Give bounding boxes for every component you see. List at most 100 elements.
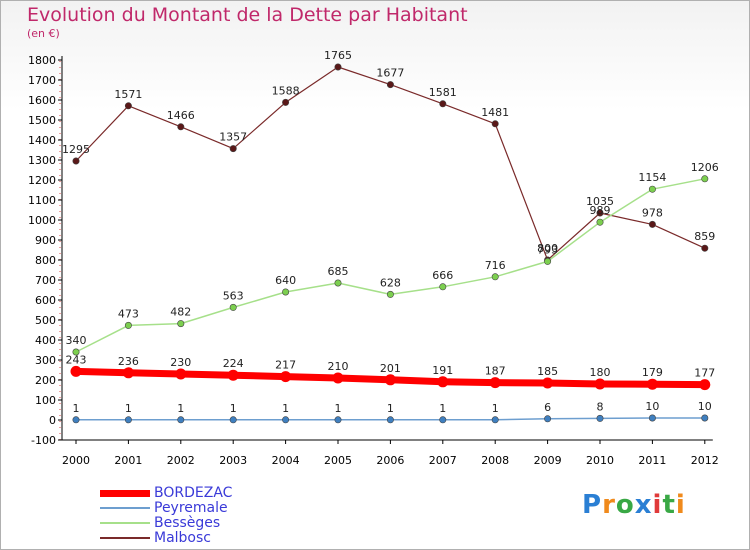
- y-tick-label: 1400: [28, 134, 56, 147]
- data-label: 340: [66, 334, 87, 347]
- logo-letter: x: [634, 490, 653, 520]
- data-label: 1357: [219, 131, 247, 144]
- data-point: [175, 368, 187, 380]
- data-label: 1581: [429, 86, 457, 99]
- data-point: [122, 367, 134, 379]
- data-label: 482: [170, 306, 191, 319]
- y-tick-label: 1200: [28, 174, 56, 187]
- data-label: 1: [230, 402, 237, 415]
- x-tick-label: 2008: [481, 454, 509, 467]
- data-point: [544, 257, 552, 265]
- data-point: [334, 279, 342, 287]
- data-point: [491, 273, 499, 281]
- data-point: [489, 377, 501, 389]
- data-label: 1: [125, 402, 132, 415]
- x-tick-label: 2001: [114, 454, 142, 467]
- data-label: 1295: [62, 143, 90, 156]
- data-point: [439, 100, 447, 108]
- data-label: 185: [537, 365, 558, 378]
- chart-title: Evolution du Montant de la Dette par Hab…: [27, 4, 468, 26]
- legend-item: BORDEZAC: [100, 485, 300, 502]
- legend-label: Peyremale: [154, 500, 228, 516]
- data-label: 1: [335, 402, 342, 415]
- data-label: 1: [177, 402, 184, 415]
- data-label: 1466: [167, 109, 195, 122]
- data-point: [648, 414, 656, 422]
- y-tick-label: -100: [31, 434, 56, 447]
- data-point: [699, 379, 711, 391]
- x-tick-label: 2011: [638, 454, 666, 467]
- y-tick-label: 0: [49, 414, 56, 427]
- data-label: 1: [492, 402, 499, 415]
- data-label: 628: [380, 276, 401, 289]
- y-tick-label: 1300: [28, 154, 56, 167]
- data-point: [542, 377, 554, 389]
- data-point: [439, 416, 447, 424]
- data-label: 10: [698, 400, 712, 413]
- data-point: [177, 320, 185, 328]
- data-label: 191: [432, 364, 453, 377]
- data-point: [646, 378, 658, 390]
- data-point: [229, 303, 237, 311]
- data-label: 1588: [272, 84, 300, 97]
- y-tick-label: 1100: [28, 194, 56, 207]
- data-label: 1765: [324, 49, 352, 62]
- data-label: 187: [485, 365, 506, 378]
- legend-swatch: [100, 489, 150, 497]
- data-label: 8: [597, 400, 604, 413]
- logo-letter: o: [615, 490, 635, 520]
- data-point: [72, 416, 80, 424]
- data-label: 859: [694, 230, 715, 243]
- data-label: 230: [170, 356, 191, 369]
- data-point: [648, 220, 656, 228]
- data-label: 1: [282, 402, 289, 415]
- data-point: [124, 416, 132, 424]
- data-label: 210: [328, 360, 349, 373]
- legend-item: Malbosc: [100, 530, 300, 547]
- data-point: [386, 290, 394, 298]
- data-point: [544, 415, 552, 423]
- logo-letter: P: [582, 490, 603, 520]
- data-label: 180: [590, 366, 611, 379]
- data-label: 236: [118, 355, 139, 368]
- series-line-Malbosc: [75, 66, 706, 261]
- y-tick-label: 900: [35, 234, 56, 247]
- data-point: [124, 321, 132, 329]
- data-point: [491, 120, 499, 128]
- y-tick-label: 1600: [28, 94, 56, 107]
- logo-letter: t: [662, 490, 676, 520]
- data-point: [491, 416, 499, 424]
- data-point: [282, 288, 290, 296]
- data-label: 6: [544, 401, 551, 414]
- data-point: [229, 145, 237, 153]
- data-point: [648, 185, 656, 193]
- data-point: [439, 283, 447, 291]
- data-label: 1154: [638, 171, 666, 184]
- x-tick-label: 2002: [167, 454, 195, 467]
- data-point: [282, 416, 290, 424]
- y-tick-label: 1800: [28, 54, 56, 67]
- data-point: [72, 157, 80, 165]
- logo-letter: i: [652, 490, 663, 520]
- x-tick-label: 2005: [324, 454, 352, 467]
- data-point: [124, 102, 132, 110]
- legend-swatch: [100, 507, 150, 509]
- x-tick-label: 2006: [376, 454, 404, 467]
- data-label: 201: [380, 362, 401, 375]
- data-point: [177, 123, 185, 131]
- data-label: 1: [73, 402, 80, 415]
- data-point: [282, 98, 290, 106]
- data-point: [596, 209, 604, 217]
- y-tick-label: 300: [35, 354, 56, 367]
- x-tick-label: 2004: [272, 454, 300, 467]
- data-point: [334, 416, 342, 424]
- y-tick-label: 1500: [28, 114, 56, 127]
- legend-label: BORDEZAC: [154, 485, 233, 501]
- x-tick-label: 2012: [691, 454, 719, 467]
- data-point: [334, 63, 342, 71]
- chart-subtitle: (en €): [27, 27, 60, 40]
- y-tick-label: 700: [35, 274, 56, 287]
- data-label: 1206: [691, 161, 719, 174]
- y-tick-label: 200: [35, 374, 56, 387]
